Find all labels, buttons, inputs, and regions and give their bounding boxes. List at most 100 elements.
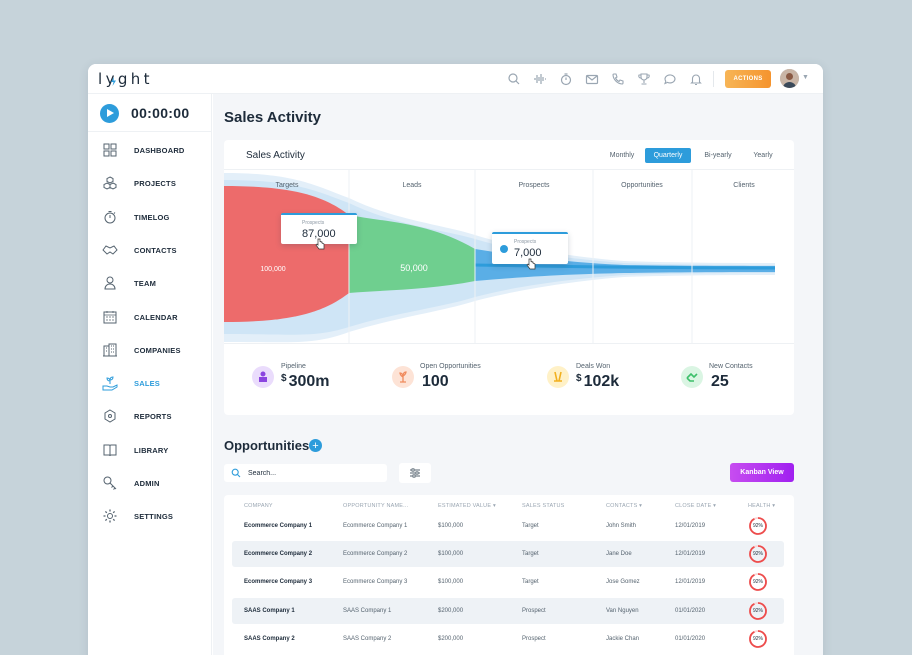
table-cell: SAAS Company 2 (343, 635, 392, 642)
timer: 00:00:00 (88, 94, 212, 132)
table-row[interactable]: Ecommerce Company 3 Ecommerce Company 3 $1… (232, 569, 784, 595)
table-row[interactable]: SAAS Company 2 SAAS Company 2 $200,000 Pros… (232, 626, 784, 652)
table-cell: 01/01/2020 (675, 635, 706, 642)
play-icon[interactable] (100, 104, 119, 123)
table-cell: John Smith (606, 523, 637, 529)
logo[interactable]: lyght (98, 70, 153, 88)
contact-icon (681, 366, 703, 388)
period-monthly[interactable]: Monthly (609, 152, 635, 159)
book-icon (103, 444, 117, 456)
segment-value-targets: 100,000 (260, 266, 285, 273)
logo-bolt-icon (111, 77, 116, 86)
table-cell: Ecommerce Company 2 (343, 551, 408, 558)
table-cell: Prospect (522, 635, 546, 642)
column-header[interactable]: CLOSE DATE ▾ (675, 503, 717, 509)
person-icon (104, 276, 116, 290)
avatar[interactable] (780, 69, 799, 88)
health-value: 92% (752, 523, 763, 529)
table-cell: SAAS Company 1 (343, 607, 392, 614)
sidebar-item-projects[interactable]: PROJECTS (88, 171, 212, 195)
health-ring: 92% (748, 516, 768, 536)
segment-value-leads: 50,000 (400, 263, 428, 273)
stat-value-pipeline: $300m (281, 373, 330, 390)
sidebar-item-companies[interactable]: COMPANIES (88, 338, 212, 362)
bell-icon[interactable] (688, 71, 704, 87)
plant-hand-icon (102, 376, 118, 391)
sidebar-item-label: PROJECTS (134, 179, 177, 189)
table-cell: Target (522, 579, 539, 586)
divider (224, 169, 794, 170)
sidebar-item-calendar[interactable]: CALENDAR (88, 305, 212, 329)
stat-value-open-opportunities: 100 (422, 373, 449, 390)
sidebar-item-contacts[interactable]: CONTACTS (88, 238, 212, 262)
table-cell: Jackie Chan (606, 635, 640, 642)
table-cell: SAAS Company 1 (244, 607, 295, 614)
stage-label-targets: Targets (275, 182, 299, 189)
add-opportunity-button[interactable]: + (309, 439, 322, 452)
stat-label-open-opportunities: Open Opportunities (420, 363, 481, 370)
tooltip-value: 87,000 (302, 228, 336, 240)
table-row[interactable]: Ecommerce Company 1 Ecommerce Company 1 $1… (232, 513, 784, 539)
table-cell: $100,000 (438, 579, 464, 586)
table-cell: Jose Gomez (606, 579, 640, 586)
chevron-down-icon[interactable]: ▼ (802, 74, 809, 81)
column-header[interactable]: ESTIMATED VALUE ▾ (438, 503, 496, 509)
funnel-line (474, 263, 776, 270)
sidebar-item-sales[interactable]: SALES (88, 371, 212, 395)
column-header[interactable]: COMPANY (244, 503, 273, 509)
actions-button[interactable]: ACTIONS (725, 70, 771, 88)
trophy-icon[interactable] (636, 71, 652, 87)
divider (713, 71, 714, 87)
filter-button[interactable] (399, 463, 431, 483)
table-cell: 12/01/2019 (675, 579, 706, 586)
table-cell: Ecommerce Company 1 (244, 523, 313, 529)
opportunities-table: COMPANY OPPORTUNITY NAME... ESTIMATED VALU… (224, 495, 794, 655)
health-ring: 92% (748, 572, 768, 592)
health-value: 92% (752, 551, 763, 558)
search-icon[interactable] (506, 71, 522, 87)
sidebar-item-dashboard[interactable]: DASHBOARD (88, 138, 212, 162)
handshake-icon (102, 245, 118, 255)
stopwatch-icon (104, 210, 116, 224)
table-row[interactable]: Ecommerce Company 2 Ecommerce Company 2 $1… (232, 541, 784, 568)
hand-cursor-icon (526, 258, 536, 270)
mail-icon[interactable] (584, 71, 600, 87)
period-yearly[interactable]: Yearly (753, 152, 773, 159)
phone-icon[interactable] (610, 71, 626, 87)
table-cell: 12/01/2019 (675, 523, 706, 529)
avatar-photo-icon (780, 69, 799, 88)
column-header[interactable]: SALES STATUS (522, 503, 565, 509)
column-header[interactable]: HEALTH ▾ (748, 503, 776, 509)
waveform-icon[interactable] (532, 71, 548, 87)
period-quarterly[interactable]: Quarterly (645, 148, 691, 163)
timer-icon[interactable] (558, 71, 574, 87)
table-cell: Van Nguyen (606, 607, 639, 614)
sidebar-item-label: CONTACTS (134, 245, 177, 255)
sidebar-item-reports[interactable]: REPORTS (88, 404, 212, 428)
sidebar-item-team[interactable]: TEAM (88, 271, 212, 295)
gear-icon (103, 509, 117, 523)
chat-icon[interactable] (662, 71, 678, 87)
sidebar-item-timelog[interactable]: TIMELOG (88, 205, 212, 229)
funnel-segment-prospects (475, 249, 775, 281)
kanban-view-button[interactable]: Kanban View (730, 463, 794, 482)
sidebar-item-label: SALES (134, 379, 161, 389)
search-input[interactable] (248, 467, 378, 479)
period-bi-yearly[interactable]: Bi-yearly (704, 152, 732, 159)
sidebar-item-settings[interactable]: SETTINGS (88, 504, 212, 528)
sidebar-item-library[interactable]: LIBRARY (88, 438, 212, 462)
column-header[interactable]: CONTACTS ▾ (606, 503, 643, 509)
column-header[interactable]: OPPORTUNITY NAME... (343, 503, 409, 509)
sidebar-item-label: SETTINGS (134, 512, 174, 522)
table-cell: Target (522, 523, 539, 529)
stat-value-new-contacts: 25 (711, 373, 729, 390)
table-cell: $100,000 (438, 523, 464, 529)
sidebar-item-admin[interactable]: ADMIN (88, 471, 212, 495)
main-content: Sales Activity Sales Activity Monthly Qu… (213, 94, 823, 655)
table-row[interactable]: SAAS Company 1 SAAS Company 1 $200,000 Pros… (232, 597, 784, 624)
table-cell: Ecommerce Company 3 (343, 579, 408, 586)
top-icons (506, 71, 704, 87)
timer-value: 00:00:00 (131, 105, 190, 121)
sidebar-item-label: ADMIN (134, 479, 160, 488)
grid-icon (103, 143, 117, 157)
